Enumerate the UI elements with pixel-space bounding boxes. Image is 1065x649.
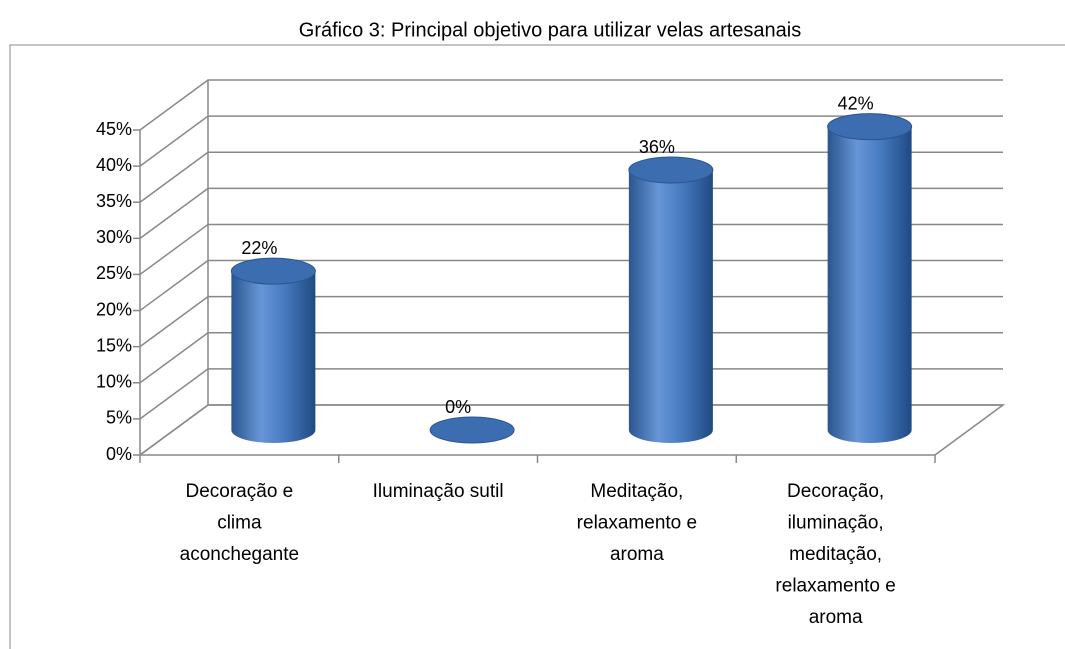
y-tick-label: 35% [96, 191, 132, 211]
grid-line [139, 404, 1003, 456]
value-label: 0% [445, 397, 471, 417]
grid-line [139, 368, 1003, 420]
y-tick-label: 25% [96, 263, 132, 283]
chart-title: Gráfico 3: Principal objetivo para utili… [299, 19, 801, 41]
x-tick-label: Meditação, [590, 481, 683, 502]
chart-frame [9, 44, 1065, 649]
cylinder [628, 156, 714, 443]
cylinder [827, 113, 913, 444]
grid-line [139, 295, 1003, 348]
y-tick-label: 5% [106, 408, 132, 428]
value-label: 22% [241, 238, 277, 258]
y-tick-label: 15% [96, 335, 132, 355]
value-label: 36% [639, 137, 675, 157]
grid-line [139, 332, 1003, 384]
y-tick-label: 10% [96, 372, 132, 392]
y-tick-label: 45% [96, 119, 132, 139]
value-label: 42% [838, 93, 874, 113]
x-tick-label: relaxamento e [577, 513, 697, 534]
cylinder-body [628, 170, 713, 443]
x-tick-label: Decoração e [186, 481, 294, 502]
cylinder-top [827, 113, 913, 141]
x-tick-label: aroma [809, 607, 863, 628]
y-tick-label: 0% [106, 444, 132, 464]
y-tick-label: 20% [96, 299, 132, 319]
x-tick-label: aroma [610, 544, 664, 565]
y-tick-label: 40% [96, 155, 132, 175]
grid-line [139, 259, 1003, 312]
cylinder-body [827, 126, 912, 444]
grid-line [139, 115, 1003, 167]
cylinder [429, 416, 515, 444]
grid-line [139, 223, 1003, 276]
cylinder [230, 257, 316, 443]
grid-line [139, 79, 1003, 131]
x-tick-label: relaxamento e [775, 576, 895, 597]
y-tick-label: 30% [96, 227, 132, 247]
x-tick-label: clima [217, 513, 262, 534]
x-tick-label: Iluminação sutil [373, 481, 504, 502]
cylinder-top [628, 156, 714, 184]
cylinder-top [230, 257, 316, 285]
grid-line [139, 151, 1003, 203]
x-tick-label: aconchegante [180, 544, 299, 565]
grid-line [139, 187, 1003, 239]
x-tick-label: Decoração, [787, 481, 884, 502]
x-tick-label: meditação, [789, 544, 882, 565]
cylinder-body [231, 271, 316, 443]
cylinder-top [429, 416, 515, 444]
x-tick-label: iluminação, [788, 513, 884, 534]
